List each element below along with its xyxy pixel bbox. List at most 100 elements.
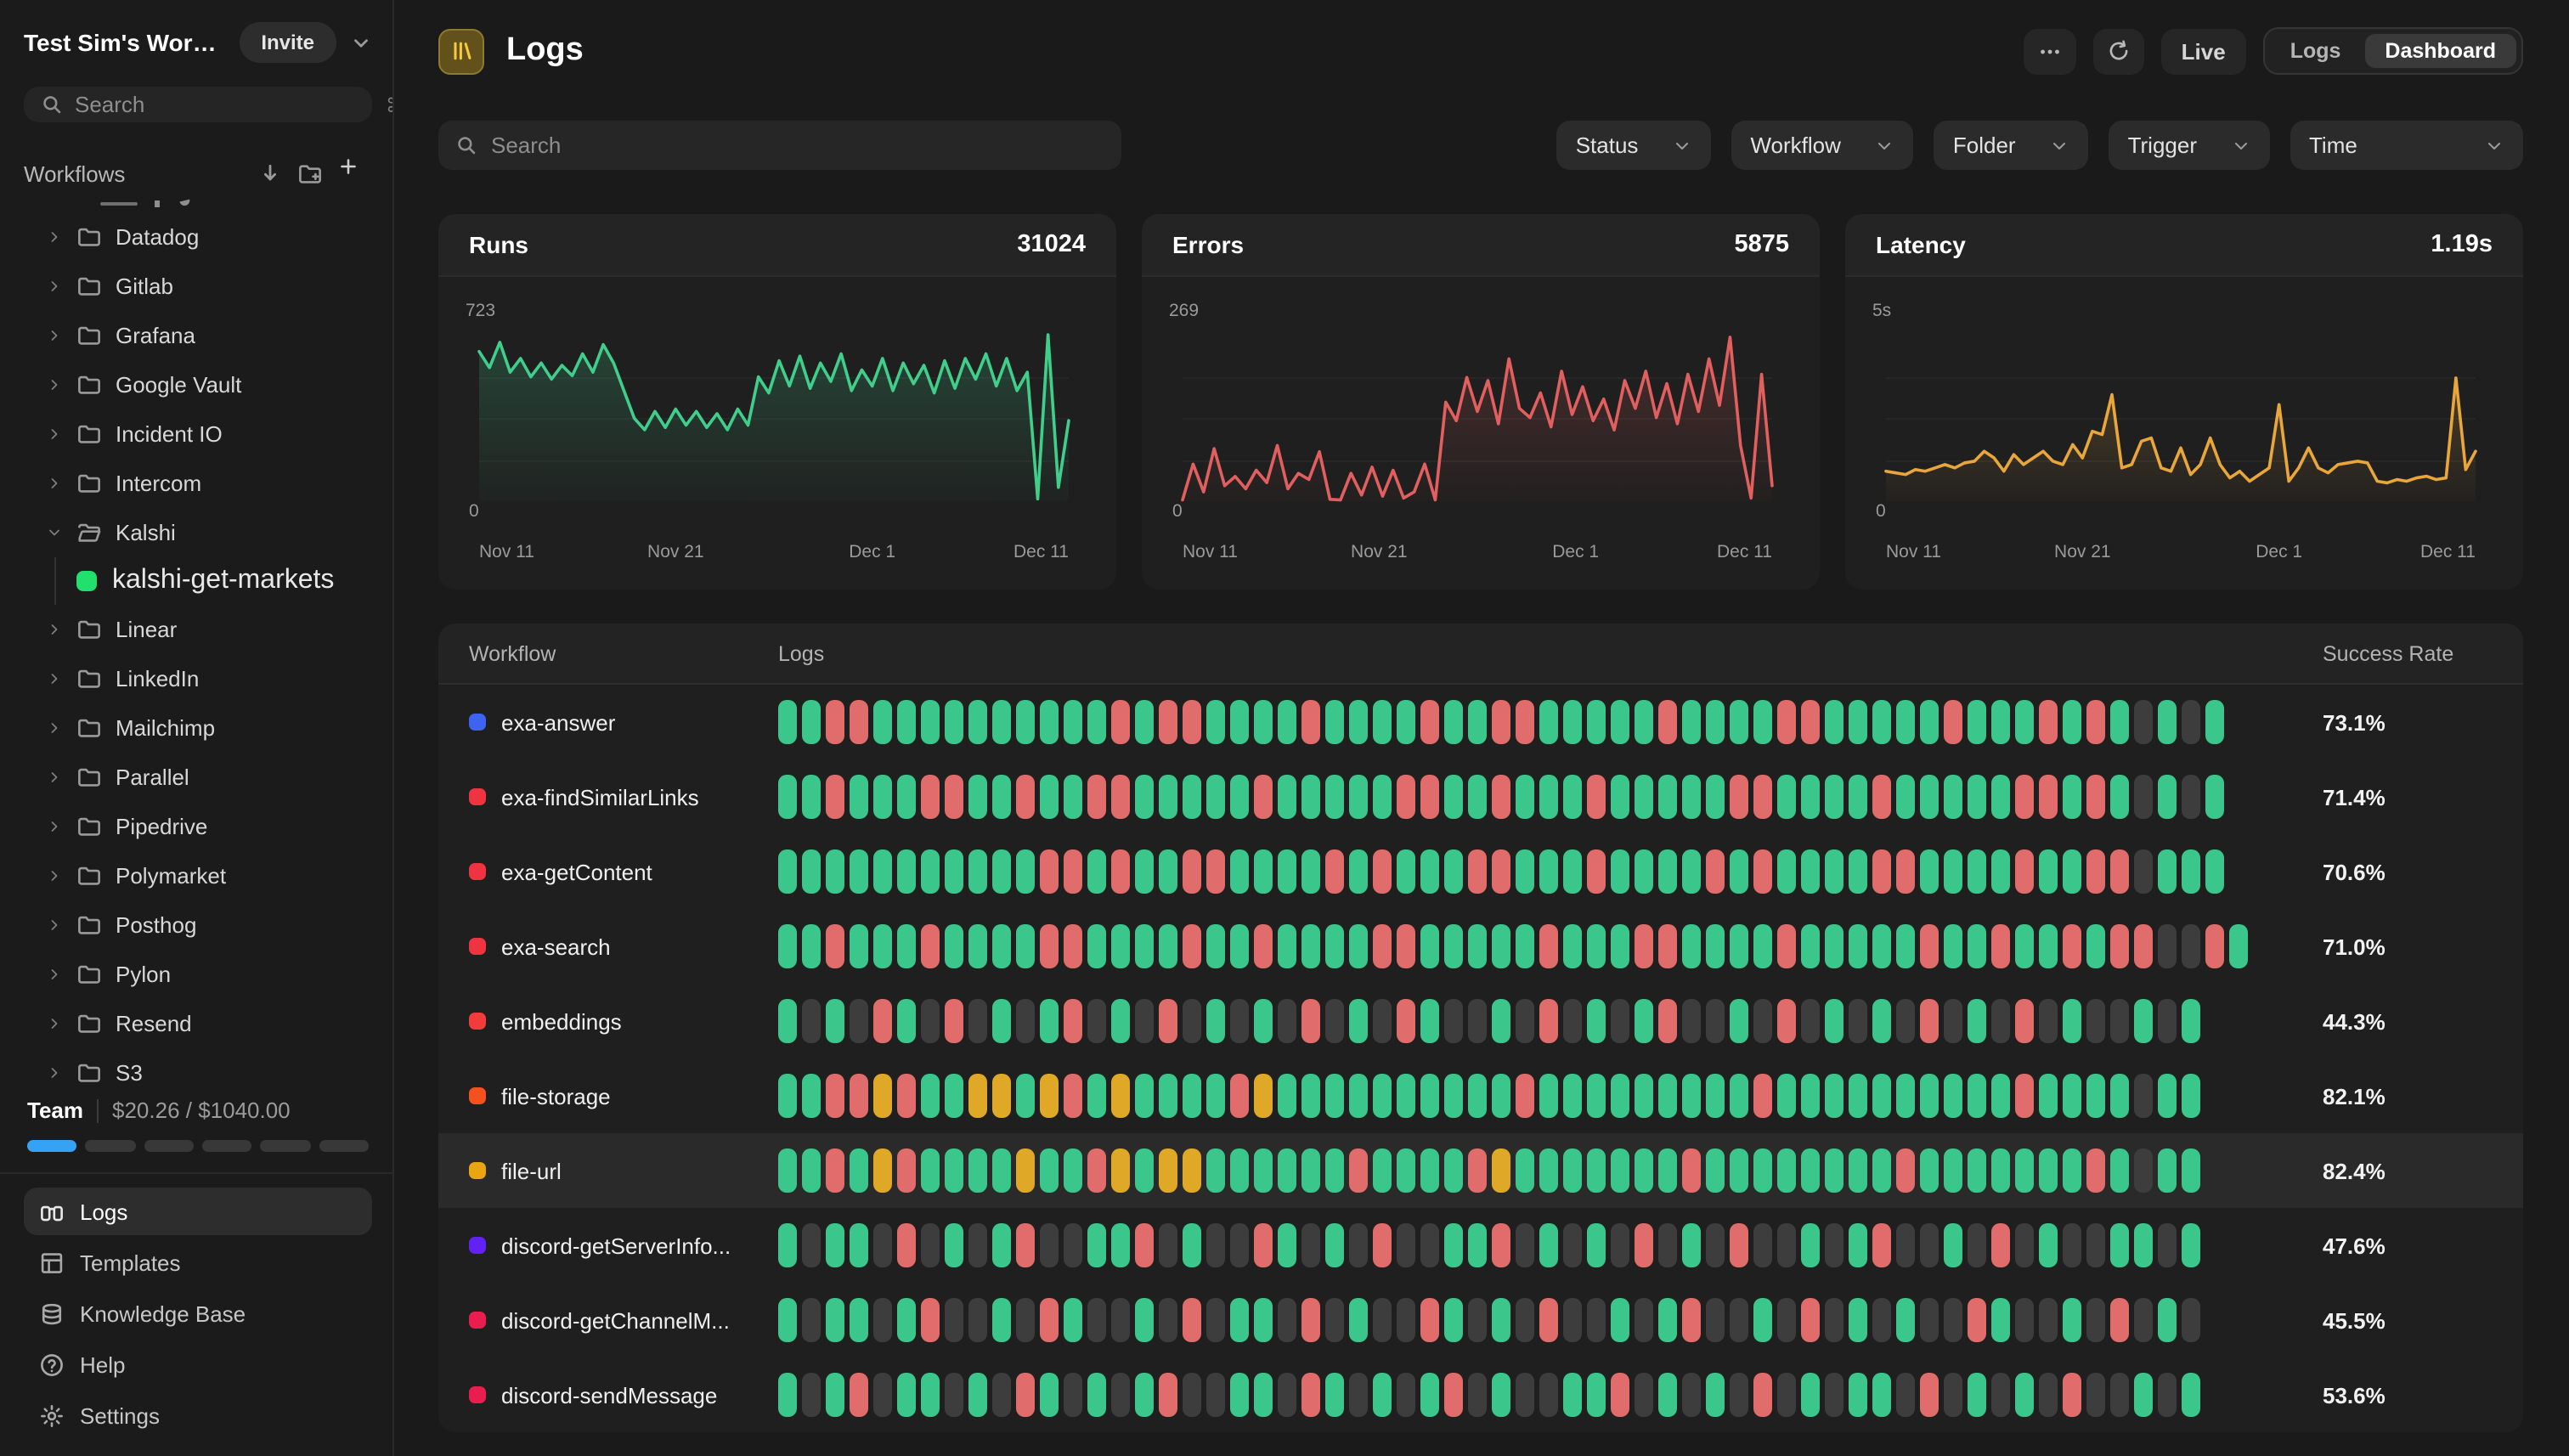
log-pill[interactable] xyxy=(897,849,916,894)
log-pill[interactable] xyxy=(1730,1298,1748,1342)
log-pill[interactable] xyxy=(1516,1074,1534,1118)
log-pill[interactable] xyxy=(1159,999,1177,1043)
log-pill[interactable] xyxy=(897,1223,916,1267)
log-pill[interactable] xyxy=(2039,849,2058,894)
log-pill[interactable] xyxy=(1753,1148,1772,1193)
log-pill[interactable] xyxy=(1730,849,1748,894)
log-pill[interactable] xyxy=(2158,924,2177,968)
log-pill[interactable] xyxy=(1777,1223,1796,1267)
log-pill[interactable] xyxy=(992,1074,1011,1118)
log-pill[interactable] xyxy=(1349,999,1368,1043)
log-pill[interactable] xyxy=(1135,999,1154,1043)
log-pill[interactable] xyxy=(1492,1373,1510,1417)
log-pill[interactable] xyxy=(1183,1148,1201,1193)
log-pill[interactable] xyxy=(1920,1223,1939,1267)
log-pill[interactable] xyxy=(2134,1223,2153,1267)
log-pill[interactable] xyxy=(1849,700,1867,744)
log-pill[interactable] xyxy=(1373,700,1392,744)
log-pill[interactable] xyxy=(1468,775,1487,819)
log-pill[interactable] xyxy=(1801,700,1820,744)
log-pill[interactable] xyxy=(1397,1074,1415,1118)
log-pill[interactable] xyxy=(2182,999,2200,1043)
sidebar-item-settings[interactable]: Settings xyxy=(24,1391,372,1439)
log-pill[interactable] xyxy=(826,1148,844,1193)
log-pill[interactable] xyxy=(2063,999,2081,1043)
log-pill[interactable] xyxy=(2063,1373,2081,1417)
log-pill[interactable] xyxy=(1682,1373,1701,1417)
log-pill[interactable] xyxy=(2182,1148,2200,1193)
log-pill[interactable] xyxy=(1706,700,1725,744)
log-pill[interactable] xyxy=(945,1373,963,1417)
log-pill[interactable] xyxy=(2063,849,2081,894)
log-pill[interactable] xyxy=(1468,1148,1487,1193)
log-pill[interactable] xyxy=(778,999,797,1043)
log-pill[interactable] xyxy=(1539,775,1558,819)
log-pill[interactable] xyxy=(1230,1373,1249,1417)
sidebar-item-knowledge-base[interactable]: Knowledge Base xyxy=(24,1290,372,1337)
log-pill[interactable] xyxy=(992,775,1011,819)
log-pill[interactable] xyxy=(992,924,1011,968)
log-pill[interactable] xyxy=(1801,1223,1820,1267)
table-row-discord-sendMessage[interactable]: discord-sendMessage 53.6% xyxy=(438,1357,2523,1432)
log-pill[interactable] xyxy=(873,849,892,894)
log-pill[interactable] xyxy=(2039,775,2058,819)
log-pill[interactable] xyxy=(1563,999,1582,1043)
log-pill[interactable] xyxy=(897,1148,916,1193)
log-pill[interactable] xyxy=(2205,700,2224,744)
log-pill[interactable] xyxy=(921,1223,940,1267)
log-pill[interactable] xyxy=(1682,849,1701,894)
log-pill[interactable] xyxy=(873,775,892,819)
log-pill[interactable] xyxy=(1064,775,1082,819)
log-pill[interactable] xyxy=(1349,849,1368,894)
table-row-file-storage[interactable]: file-storage 82.1% xyxy=(438,1058,2523,1133)
log-pill[interactable] xyxy=(968,1373,987,1417)
log-pill[interactable] xyxy=(1730,1223,1748,1267)
log-pill[interactable] xyxy=(1159,924,1177,968)
log-pill[interactable] xyxy=(1444,1074,1463,1118)
log-pill[interactable] xyxy=(1040,849,1059,894)
log-pill[interactable] xyxy=(2134,700,2153,744)
log-pill[interactable] xyxy=(1420,1298,1439,1342)
log-pill[interactable] xyxy=(1373,924,1392,968)
log-pill[interactable] xyxy=(1278,1074,1296,1118)
log-pill[interactable] xyxy=(2182,1298,2200,1342)
log-pill[interactable] xyxy=(1397,1298,1415,1342)
log-pill[interactable] xyxy=(1706,1074,1725,1118)
log-pill[interactable] xyxy=(1230,849,1249,894)
log-pill[interactable] xyxy=(1635,700,1653,744)
log-pill[interactable] xyxy=(802,1074,821,1118)
log-pill[interactable] xyxy=(1254,1298,1273,1342)
log-pill[interactable] xyxy=(2158,999,2177,1043)
log-pill[interactable] xyxy=(2134,1074,2153,1118)
log-pill[interactable] xyxy=(1825,999,1843,1043)
log-pill[interactable] xyxy=(1991,775,2010,819)
log-pill[interactable] xyxy=(2063,1223,2081,1267)
log-pill[interactable] xyxy=(945,999,963,1043)
chevron-right-icon[interactable] xyxy=(46,965,63,984)
sidebar-folder-intercom[interactable]: Intercom xyxy=(24,459,372,508)
invite-button[interactable]: Invite xyxy=(239,22,336,63)
log-pill[interactable] xyxy=(873,1373,892,1417)
log-pill[interactable] xyxy=(1968,700,1986,744)
log-pill[interactable] xyxy=(1920,1074,1939,1118)
log-pill[interactable] xyxy=(945,1074,963,1118)
log-pill[interactable] xyxy=(826,924,844,968)
log-pill[interactable] xyxy=(1278,1148,1296,1193)
log-pill[interactable] xyxy=(1872,775,1891,819)
log-pill[interactable] xyxy=(1730,775,1748,819)
table-row-discord-getServerInfo-[interactable]: discord-getServerInfo... 47.6% xyxy=(438,1208,2523,1283)
log-pill[interactable] xyxy=(1611,775,1629,819)
log-pill[interactable] xyxy=(1611,1373,1629,1417)
log-pill[interactable] xyxy=(897,924,916,968)
log-pill[interactable] xyxy=(1420,1223,1439,1267)
log-pill[interactable] xyxy=(1968,1373,1986,1417)
log-pill[interactable] xyxy=(802,1148,821,1193)
table-row-embeddings[interactable]: embeddings 44.3% xyxy=(438,984,2523,1058)
sidebar-folder-kalshi[interactable]: Kalshi xyxy=(24,508,372,557)
log-pill[interactable] xyxy=(1159,1298,1177,1342)
log-pill[interactable] xyxy=(1397,924,1415,968)
log-pill[interactable] xyxy=(850,775,868,819)
log-pill[interactable] xyxy=(1872,1148,1891,1193)
log-pill[interactable] xyxy=(1373,849,1392,894)
log-pill[interactable] xyxy=(2110,1074,2129,1118)
